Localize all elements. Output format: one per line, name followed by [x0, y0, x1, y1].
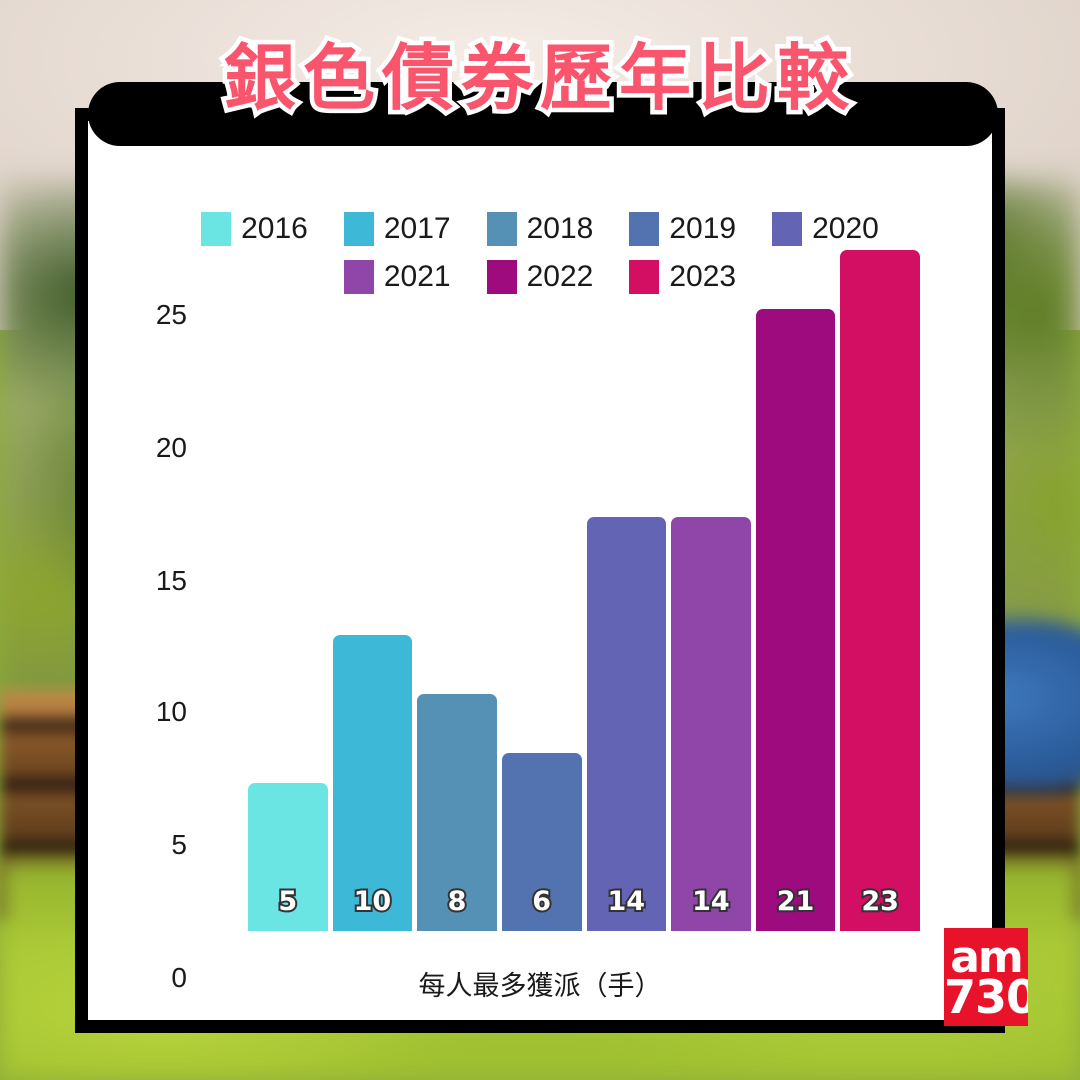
bar-2021[interactable]: 14: [671, 516, 751, 931]
bar-value-label: 21: [775, 884, 817, 919]
bar-2022[interactable]: 21: [755, 309, 836, 931]
legend-swatch-icon: [629, 212, 660, 246]
legend-label: 2017: [383, 212, 451, 245]
legend-swatch-icon: [343, 260, 374, 294]
legend-label: 2016: [241, 212, 308, 245]
bar-value-label: 6: [530, 884, 553, 919]
legend-label: 2018: [526, 212, 594, 245]
bar-2020[interactable]: 14: [586, 516, 667, 931]
legend-label: 2021: [383, 260, 451, 293]
legend-label: 2019: [669, 212, 737, 245]
legend-row-1: 2016 2017 2018 2019 2020: [75, 205, 1005, 253]
legend-item-2016[interactable]: 2016: [201, 212, 308, 246]
logo-line-am: am: [950, 932, 1024, 983]
y-axis-tick: 10: [155, 696, 187, 727]
legend-swatch-icon: [343, 212, 374, 246]
bar-2016[interactable]: 5: [248, 783, 328, 931]
legend-label: 2020: [812, 212, 879, 245]
legend-swatch-icon: [629, 260, 660, 294]
legend-row-2: 2021 2022 2023: [75, 253, 1005, 301]
legend-item-2018[interactable]: 2018: [486, 212, 594, 246]
legend-item-2021[interactable]: 2021: [343, 260, 451, 294]
title-banner: [88, 82, 998, 146]
bar-value-label: 5: [276, 884, 299, 919]
legend-item-2023[interactable]: 2023: [629, 260, 736, 294]
legend-label: 2023: [669, 260, 737, 293]
legend-label: 2022: [526, 260, 594, 293]
y-axis-tick: 0: [171, 962, 187, 993]
y-axis-tick: 25: [155, 299, 187, 330]
bar-value-label: 8: [446, 884, 469, 919]
legend-swatch-icon: [486, 260, 517, 294]
y-axis-tick: 5: [171, 829, 187, 860]
legend-swatch-icon: [772, 212, 803, 246]
bar-2017[interactable]: 10: [332, 635, 413, 931]
legend-swatch-icon: [201, 212, 232, 246]
bar-value-label: 14: [690, 884, 732, 919]
bar-value-label: 23: [859, 884, 901, 919]
chart-legend: 2016 2017 2018 2019 2020 2021 2022: [75, 205, 1005, 301]
y-axis-tick: 20: [155, 432, 187, 463]
bar-value-label: 10: [352, 884, 394, 919]
legend-item-2019[interactable]: 2019: [629, 212, 736, 246]
x-axis-label: 每人最多獲派（手）: [418, 971, 662, 1002]
legend-item-2022[interactable]: 2022: [486, 260, 594, 294]
am730-logo: am 730: [944, 928, 1028, 1026]
legend-swatch-icon: [486, 212, 517, 246]
bar-group: 5 10 8 6 14 14 21 23: [248, 191, 920, 931]
y-axis-tick: 15: [155, 565, 187, 596]
logo-line-730: 730: [944, 970, 1028, 1024]
bar-2023[interactable]: 23: [840, 250, 920, 931]
bar-2019[interactable]: 6: [501, 753, 582, 931]
legend-item-2017[interactable]: 2017: [343, 212, 451, 246]
bar-value-label: 14: [606, 884, 648, 919]
page-title: 銀色債券歷年比較: [219, 36, 856, 120]
legend-item-2020[interactable]: 2020: [772, 212, 879, 246]
bar-2018[interactable]: 8: [417, 694, 497, 931]
chart-plot-area: 25 20 15 10 5 0 5 10 8 6 14 14 21 23 每人最…: [75, 108, 1005, 1033]
